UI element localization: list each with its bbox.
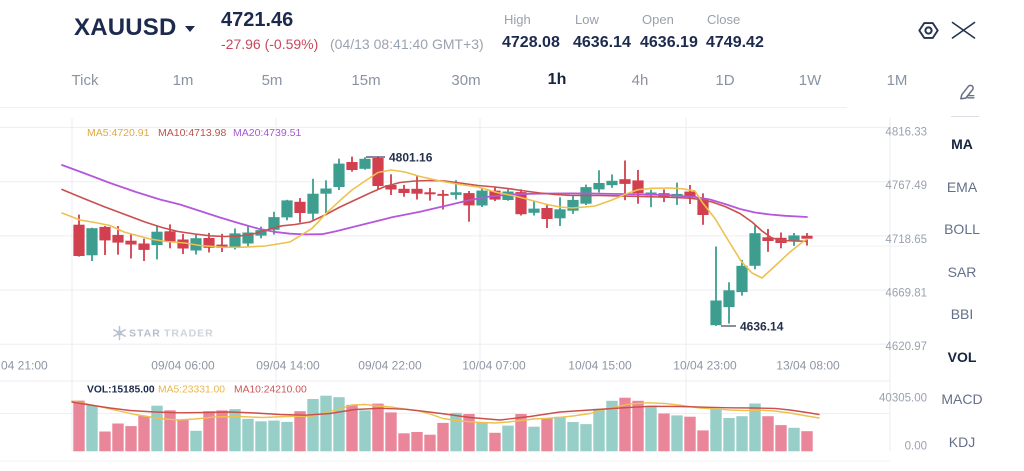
svg-text:4767.49: 4767.49 bbox=[885, 180, 927, 192]
svg-text:09/04 22:00: 09/04 22:00 bbox=[358, 359, 422, 373]
svg-text:4636.14: 4636.14 bbox=[740, 320, 784, 334]
svg-text:STAR: STAR bbox=[129, 328, 161, 340]
svg-text:04 21:00: 04 21:00 bbox=[1, 359, 48, 373]
svg-text:MA10:24210.00: MA10:24210.00 bbox=[234, 385, 307, 396]
svg-text:VOL:15185.00: VOL:15185.00 bbox=[87, 385, 155, 396]
svg-text:10/04 23:00: 10/04 23:00 bbox=[673, 359, 737, 373]
svg-text:40305.00: 40305.00 bbox=[879, 393, 927, 405]
svg-text:09/04 06:00: 09/04 06:00 bbox=[151, 359, 215, 373]
svg-text:4718.65: 4718.65 bbox=[885, 234, 927, 246]
svg-text:4620.97: 4620.97 bbox=[885, 341, 927, 353]
svg-text:13/04 08:00: 13/04 08:00 bbox=[776, 359, 840, 373]
svg-text:10/04 15:00: 10/04 15:00 bbox=[568, 359, 632, 373]
svg-text:MA5:23331.00: MA5:23331.00 bbox=[158, 385, 225, 396]
svg-text:MA10:4713.98: MA10:4713.98 bbox=[158, 127, 226, 139]
svg-text:4816.33: 4816.33 bbox=[885, 127, 927, 139]
svg-text:MA5:4720.91: MA5:4720.91 bbox=[87, 127, 150, 139]
svg-text:10/04 07:00: 10/04 07:00 bbox=[462, 359, 526, 373]
svg-text:4669.81: 4669.81 bbox=[885, 288, 927, 300]
svg-text:TRADER: TRADER bbox=[164, 328, 214, 340]
svg-text:4801.16: 4801.16 bbox=[389, 151, 433, 165]
svg-text:09/04 14:00: 09/04 14:00 bbox=[256, 359, 320, 373]
svg-text:0.00: 0.00 bbox=[905, 441, 927, 453]
svg-text:MA20:4739.51: MA20:4739.51 bbox=[233, 127, 301, 139]
